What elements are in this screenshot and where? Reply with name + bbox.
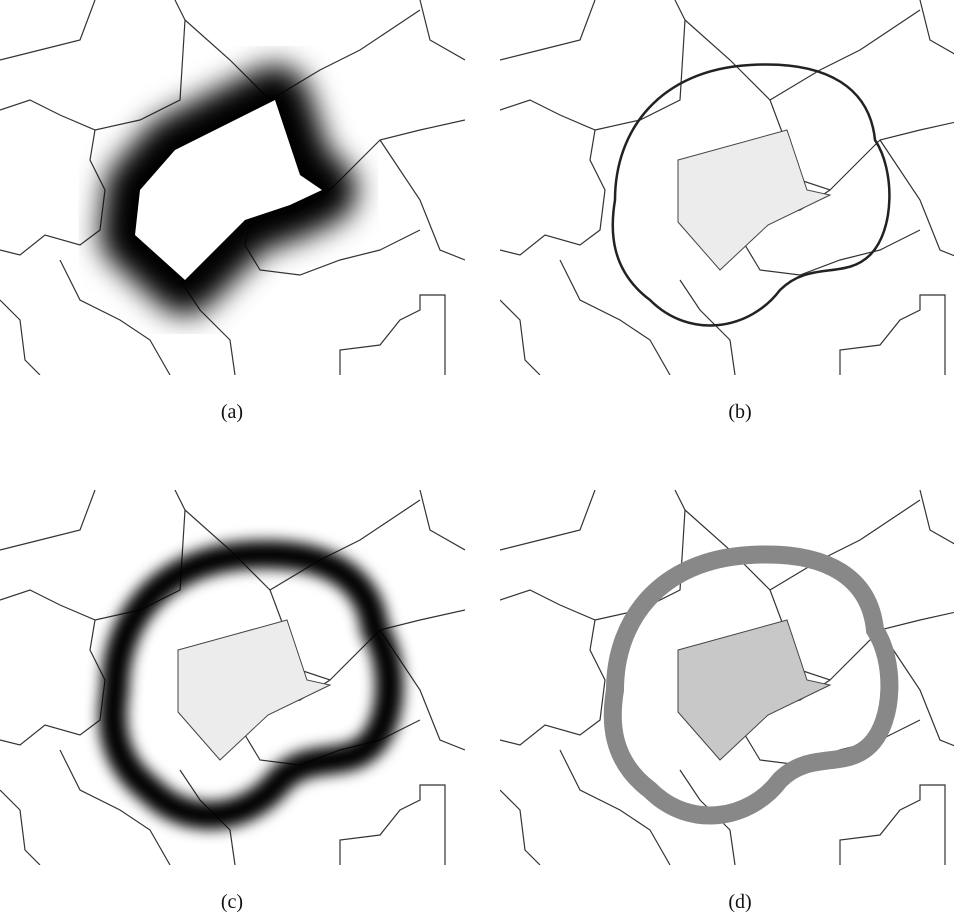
- figure: (a) (b) (c) (d): [0, 0, 954, 922]
- panel-label: (c): [221, 891, 243, 913]
- panel-b: [500, 0, 954, 375]
- panel-label: (d): [728, 891, 751, 913]
- panel-c: [0, 490, 465, 865]
- panel-label: (b): [728, 401, 751, 423]
- panel-a: [0, 0, 465, 375]
- panel-d: [500, 490, 954, 865]
- panel-label: (a): [221, 401, 243, 423]
